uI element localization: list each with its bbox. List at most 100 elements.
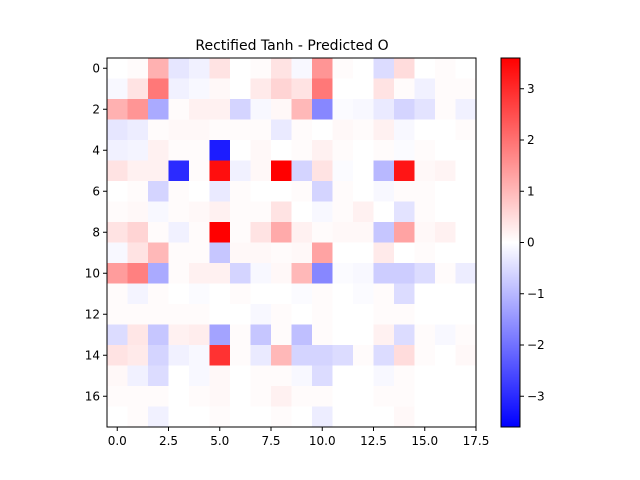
heatmap-cell <box>271 242 292 264</box>
x-tick-label: 10.0 <box>309 434 336 448</box>
heatmap-cell <box>127 119 149 141</box>
heatmap-cell <box>168 99 190 120</box>
heatmap-cell <box>332 181 354 202</box>
heatmap-cell <box>168 406 190 428</box>
heatmap-cell <box>332 160 354 182</box>
heatmap-cell <box>271 324 292 346</box>
heatmap-cell <box>209 99 231 120</box>
heatmap-cell <box>230 283 251 305</box>
heatmap-cell <box>250 242 272 264</box>
heatmap-cell <box>250 283 272 305</box>
heatmap-cell <box>312 222 333 243</box>
heatmap-cell <box>332 365 354 387</box>
heatmap-cell <box>394 160 415 182</box>
heatmap-cell <box>373 78 395 100</box>
heatmap-cell <box>332 283 354 305</box>
heatmap-cell <box>250 304 272 325</box>
heatmap-cell <box>332 119 354 141</box>
heatmap-cell <box>435 222 456 243</box>
heatmap-cell <box>332 345 354 366</box>
heatmap-cell <box>435 283 456 305</box>
heatmap-cell <box>291 242 313 264</box>
heatmap-cell <box>189 78 210 100</box>
heatmap-cell <box>209 283 231 305</box>
heatmap-cell <box>373 283 395 305</box>
heatmap-cell <box>189 119 210 141</box>
heatmap-cell <box>353 406 374 428</box>
heatmap-cell <box>271 201 292 223</box>
heatmap-cell <box>373 58 395 79</box>
heatmap-cell <box>291 304 313 325</box>
heatmap-cell <box>127 181 149 202</box>
heatmap-cell <box>312 283 333 305</box>
heatmap-cell <box>148 201 169 223</box>
heatmap-cell <box>209 406 231 428</box>
heatmap-cell <box>148 304 169 325</box>
heatmap-cell <box>230 160 251 182</box>
heatmap-cell <box>414 263 436 284</box>
heatmap-cell <box>394 201 415 223</box>
plot-frame <box>106 57 477 428</box>
heatmap-cell <box>435 119 456 141</box>
colorbar-tick-label: −3 <box>527 389 545 403</box>
colorbar-tick-label: 2 <box>527 133 535 147</box>
heatmap-cell <box>414 304 436 325</box>
y-tick-label: 4 <box>92 143 100 157</box>
heatmap-cell <box>127 58 149 79</box>
heatmap-cell <box>209 58 231 79</box>
y-tick-label: 14 <box>85 348 100 362</box>
heatmap-cell <box>127 406 149 428</box>
heatmap-cell <box>394 304 415 325</box>
heatmap-cell <box>148 242 169 264</box>
heatmap-cell <box>455 58 477 79</box>
heatmap-cell <box>230 406 251 428</box>
heatmap-cell <box>107 201 128 223</box>
heatmap-cell <box>250 99 272 120</box>
heatmap-cell <box>394 324 415 346</box>
heatmap-cell <box>291 324 313 346</box>
heatmap-cell <box>127 283 149 305</box>
heatmap-cell <box>312 78 333 100</box>
heatmap-cell <box>373 345 395 366</box>
heatmap-cell <box>455 160 477 182</box>
heatmap-cell <box>209 304 231 325</box>
heatmap-cell <box>209 181 231 202</box>
heatmap-cell <box>148 406 169 428</box>
heatmap-cell <box>189 242 210 264</box>
heatmap-cell <box>230 58 251 79</box>
heatmap-cell <box>353 365 374 387</box>
heatmap-cell <box>394 181 415 202</box>
heatmap-cell <box>435 201 456 223</box>
heatmap-cell <box>353 263 374 284</box>
x-tick-label: 12.5 <box>360 434 387 448</box>
heatmap-cell <box>230 242 251 264</box>
heatmap-cell <box>107 283 128 305</box>
heatmap-cell <box>271 78 292 100</box>
x-axis: 0.0 2.5 5.0 7.5 10.0 12.5 15.0 17.5 <box>108 427 489 448</box>
heatmap-cell <box>127 242 149 264</box>
y-tick-label: 16 <box>85 389 100 403</box>
heatmap-cell <box>435 160 456 182</box>
heatmap-cell <box>414 201 436 223</box>
heatmap-cell <box>373 304 395 325</box>
heatmap-cell <box>353 58 374 79</box>
heatmap-cell <box>148 222 169 243</box>
heatmap-cell <box>414 365 436 387</box>
heatmap-cell <box>435 140 456 161</box>
heatmap-cell <box>230 140 251 161</box>
colorbar-axis: 3 2 1 0 −1 −2 −3 <box>520 82 545 403</box>
heatmap-cell <box>414 406 436 428</box>
chart-title: Rectified Tanh - Predicted O <box>195 38 388 54</box>
x-tick-label: 0.0 <box>108 434 127 448</box>
heatmap-cell <box>189 140 210 161</box>
heatmap-cell <box>353 160 374 182</box>
heatmap-cell <box>230 222 251 243</box>
heatmap-cell <box>291 283 313 305</box>
heatmap-cell <box>291 386 313 407</box>
heatmap-cell <box>353 242 374 264</box>
heatmap-cell <box>127 78 149 100</box>
heatmap-cell <box>209 160 231 182</box>
heatmap-cell <box>455 324 477 346</box>
heatmap-cell <box>435 345 456 366</box>
heatmap-cell <box>312 99 333 120</box>
